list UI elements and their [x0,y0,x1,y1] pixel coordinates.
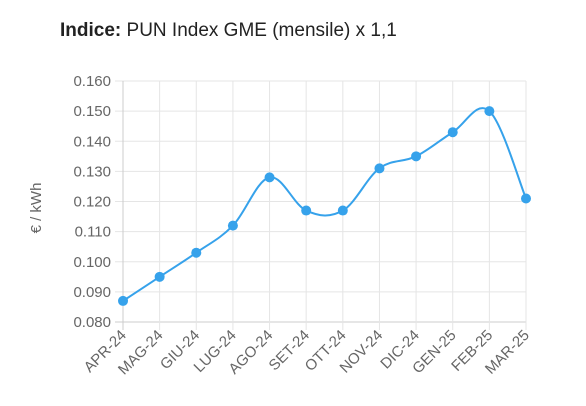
data-point[interactable] [264,172,275,183]
y-tick-label: 0.100 [73,254,111,271]
data-point[interactable] [191,247,202,258]
series-line [122,107,527,302]
data-point[interactable] [154,271,165,282]
y-tick-label: 0.140 [73,133,111,150]
y-axis-label: € / kWh [28,183,45,234]
data-point[interactable] [484,106,495,117]
y-tick-label: 0.080 [73,314,111,331]
title-text: PUN Index GME (mensile) x 1,1 [126,20,397,41]
chart-title: Indice: PUN Index GME (mensile) x 1,1 [60,20,397,42]
y-tick-label: 0.090 [73,284,111,301]
y-tick-label: 0.130 [73,163,111,180]
y-tick-label: 0.160 [73,73,111,90]
data-point[interactable] [118,295,128,306]
title-label: Indice: [60,20,122,41]
y-tick-label: 0.150 [73,103,111,120]
data-point[interactable] [411,151,422,162]
data-point[interactable] [447,127,458,138]
y-tick-label: 0.110 [75,224,111,241]
data-point[interactable] [374,163,385,174]
data-point[interactable] [301,205,312,216]
y-tick-label: 0.120 [73,194,111,211]
data-point[interactable] [337,205,348,216]
data-point[interactable] [521,193,531,204]
data-point[interactable] [227,220,238,231]
